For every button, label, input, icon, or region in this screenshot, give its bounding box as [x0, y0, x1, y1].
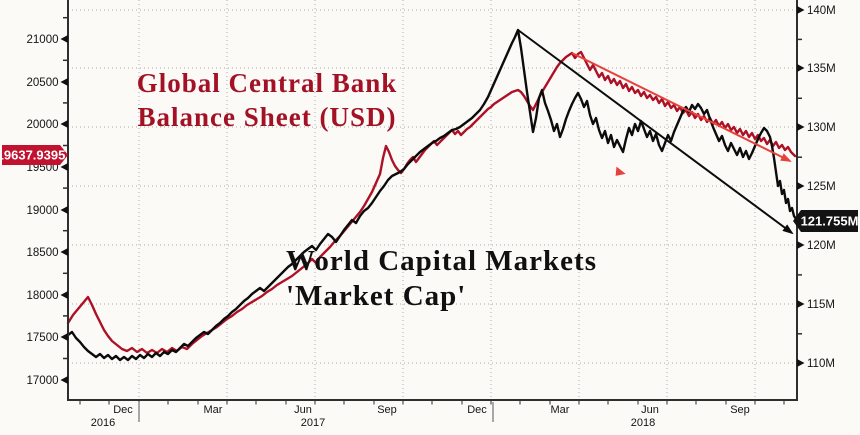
annotation-central-bank-balance-sheet: Global Central Bank Balance Sheet (USD) — [112, 66, 422, 134]
annotation-black-line2: 'Market Cap' — [286, 280, 467, 312]
month-label: Jun — [641, 404, 659, 416]
annotation-red-line2: Balance Sheet (USD) — [137, 102, 397, 132]
right-axis-tick-arrow-icon — [797, 300, 805, 308]
red-downtrend-trendline — [571, 52, 791, 162]
month-label: Sep — [730, 404, 750, 416]
right-axis-tick-arrow-icon — [797, 241, 805, 249]
month-label: Dec — [467, 404, 487, 416]
red-downtrend-arrowhead-icon — [780, 153, 792, 162]
right-axis-tick-label: 130M — [807, 122, 836, 134]
right-axis-tick-label: 140M — [807, 5, 836, 17]
black-downtrend-trendline — [517, 29, 793, 234]
right-axis-tick-label: 125M — [807, 181, 836, 193]
left-axis-tick-arrow-icon — [60, 248, 68, 256]
year-label: 2018 — [631, 417, 655, 429]
left-axis-tick-arrow-icon — [60, 35, 68, 43]
left-axis-tick-arrow-icon — [60, 78, 68, 86]
right-axis-value-badge — [793, 210, 858, 232]
annotation-world-market-cap: World Capital Markets 'Market Cap' — [286, 244, 626, 314]
left-axis-tick-arrow-icon — [60, 333, 68, 341]
left-axis-tick-arrow-icon — [60, 206, 68, 214]
left-axis-tick-arrow-icon — [60, 163, 68, 171]
left-axis-tick-arrow-icon — [60, 376, 68, 384]
month-label: Sep — [377, 404, 397, 416]
left-axis-tick-label: 20500 — [27, 77, 59, 89]
left-axis-tick-label: 17000 — [27, 375, 59, 387]
month-label: Mar — [204, 404, 223, 416]
annotation-black-line1: World Capital Markets — [286, 245, 597, 277]
month-label: Jun — [294, 404, 312, 416]
right-axis-tick-arrow-icon — [797, 182, 805, 190]
annotation-red-line1: Global Central Bank — [136, 68, 398, 98]
right-axis-tick-label: 115M — [807, 299, 835, 311]
left-axis-tick-label: 18000 — [27, 290, 59, 302]
right-axis-value-badge-label: 121.755M — [801, 214, 859, 229]
left-axis-value-badge-label: 19637.9395 — [0, 148, 65, 163]
world-market-cap-line — [66, 28, 798, 362]
right-axis-tick-label: 120M — [807, 240, 836, 252]
year-label: 2017 — [301, 417, 325, 429]
left-axis-tick-label: 20000 — [27, 119, 59, 131]
right-axis-tick-arrow-icon — [797, 6, 805, 14]
year-label: 2016 — [91, 417, 115, 429]
right-axis-tick-label: 135M — [807, 63, 836, 75]
central-bank-balance-sheet-line — [66, 50, 797, 355]
right-axis-tick-label: 110M — [807, 358, 835, 370]
left-axis-value-badge — [2, 145, 68, 165]
left-axis-tick-arrow-icon — [60, 120, 68, 128]
right-axis-tick-arrow-icon — [797, 123, 805, 131]
left-axis-tick-label: 19000 — [27, 205, 59, 217]
left-axis-tick-label: 21000 — [27, 34, 59, 46]
red-marker-arrow-icon — [615, 166, 626, 176]
month-label: Dec — [113, 404, 133, 416]
left-axis-tick-arrow-icon — [60, 291, 68, 299]
right-axis-tick-arrow-icon — [797, 359, 805, 367]
black-downtrend-arrowhead-icon — [782, 224, 794, 235]
left-axis-tick-label: 17500 — [27, 332, 59, 344]
month-label: Mar — [551, 404, 570, 416]
left-axis-tick-label: 18500 — [27, 247, 59, 259]
right-axis-tick-arrow-icon — [797, 64, 805, 72]
